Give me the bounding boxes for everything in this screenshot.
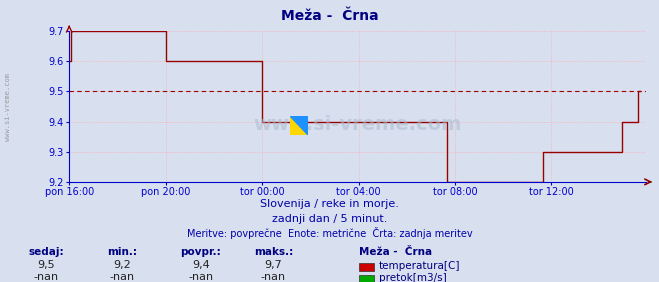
Text: Slovenija / reke in morje.: Slovenija / reke in morje. [260,199,399,210]
Text: maks.:: maks.: [254,247,293,257]
Text: Meritve: povprečne  Enote: metrične  Črta: zadnja meritev: Meritve: povprečne Enote: metrične Črta:… [186,227,473,239]
Text: -nan: -nan [188,272,214,282]
Text: sedaj:: sedaj: [28,247,64,257]
Text: -nan: -nan [34,272,59,282]
Text: 9,7: 9,7 [265,260,282,270]
Text: pretok[m3/s]: pretok[m3/s] [379,273,447,282]
Text: www.si-vreme.com: www.si-vreme.com [253,115,462,134]
Polygon shape [290,116,308,135]
Text: www.si-vreme.com: www.si-vreme.com [5,73,11,141]
Text: -nan: -nan [109,272,134,282]
Text: -nan: -nan [261,272,286,282]
Text: 9,2: 9,2 [113,260,130,270]
Polygon shape [290,116,308,135]
Text: Meža -  Črna: Meža - Črna [281,8,378,23]
Text: zadnji dan / 5 minut.: zadnji dan / 5 minut. [272,213,387,224]
Text: 9,4: 9,4 [192,260,210,270]
Text: temperatura[C]: temperatura[C] [379,261,461,272]
Text: 9,5: 9,5 [38,260,55,270]
Text: povpr.:: povpr.: [181,247,221,257]
Text: min.:: min.: [107,247,137,257]
Text: Meža -  Črna: Meža - Črna [359,247,432,257]
